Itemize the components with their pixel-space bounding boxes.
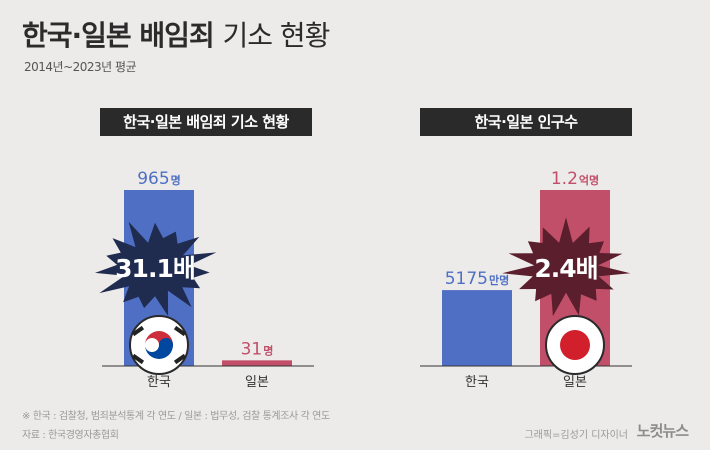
category-label-0-1: 일본 [245, 375, 269, 390]
ratio-label-1: 2.4배 [534, 254, 597, 283]
value-number-1-1: 1.2 [551, 169, 578, 189]
page-title-light: 기소 현황 [222, 19, 330, 52]
category-label-0-0: 한국 [147, 375, 171, 390]
value-unit-0-0: 명 [171, 173, 181, 187]
footnote: ※ 한국 : 검찰청, 범죄분석통계 각 연도 / 일본 : 법무성, 검찰 통… [22, 411, 330, 422]
category-label-1-0: 한국 [465, 375, 489, 390]
chart-title-prosecution: 한국·일본 배임죄 기소 현황 [100, 108, 312, 136]
value-label-0-1: 31명 [241, 339, 274, 359]
value-number-1-0: 5175 [445, 269, 488, 289]
publisher-logo: 노컷뉴스 [636, 422, 689, 440]
japan-flag-icon [545, 315, 605, 375]
value-number-0-1: 31 [241, 339, 263, 359]
burst-1 [502, 217, 631, 317]
value-label-0-0: 965명 [137, 169, 181, 189]
value-unit-1-1: 억명 [579, 173, 599, 187]
value-label-1-0: 5175만명 [445, 269, 510, 289]
bar-0-1 [222, 360, 292, 366]
page-title-bold: 한국·일본 배임죄 [22, 19, 215, 52]
value-unit-1-0: 만명 [489, 273, 509, 287]
category-label-1-1: 일본 [563, 375, 587, 390]
graphic-credit: 그래픽=김성기 디자이너 [524, 430, 628, 441]
value-label-1-1: 1.2억명 [551, 169, 599, 189]
page-subtitle: 2014년~2023년 평균 [24, 60, 137, 74]
value-number-0-0: 965 [137, 169, 169, 189]
chart-title-population: 한국·일본 인구수 [420, 108, 632, 136]
value-unit-0-1: 명 [263, 343, 273, 357]
bar-1-0 [442, 290, 512, 366]
source-note: 자료 : 한국경영자총협회 [22, 430, 119, 441]
ratio-label-0: 31.1배 [115, 254, 195, 283]
korea-flag-icon [129, 315, 189, 375]
burst-0 [95, 221, 217, 316]
page-title: 한국·일본 배임죄 기소 현황 [22, 14, 330, 54]
